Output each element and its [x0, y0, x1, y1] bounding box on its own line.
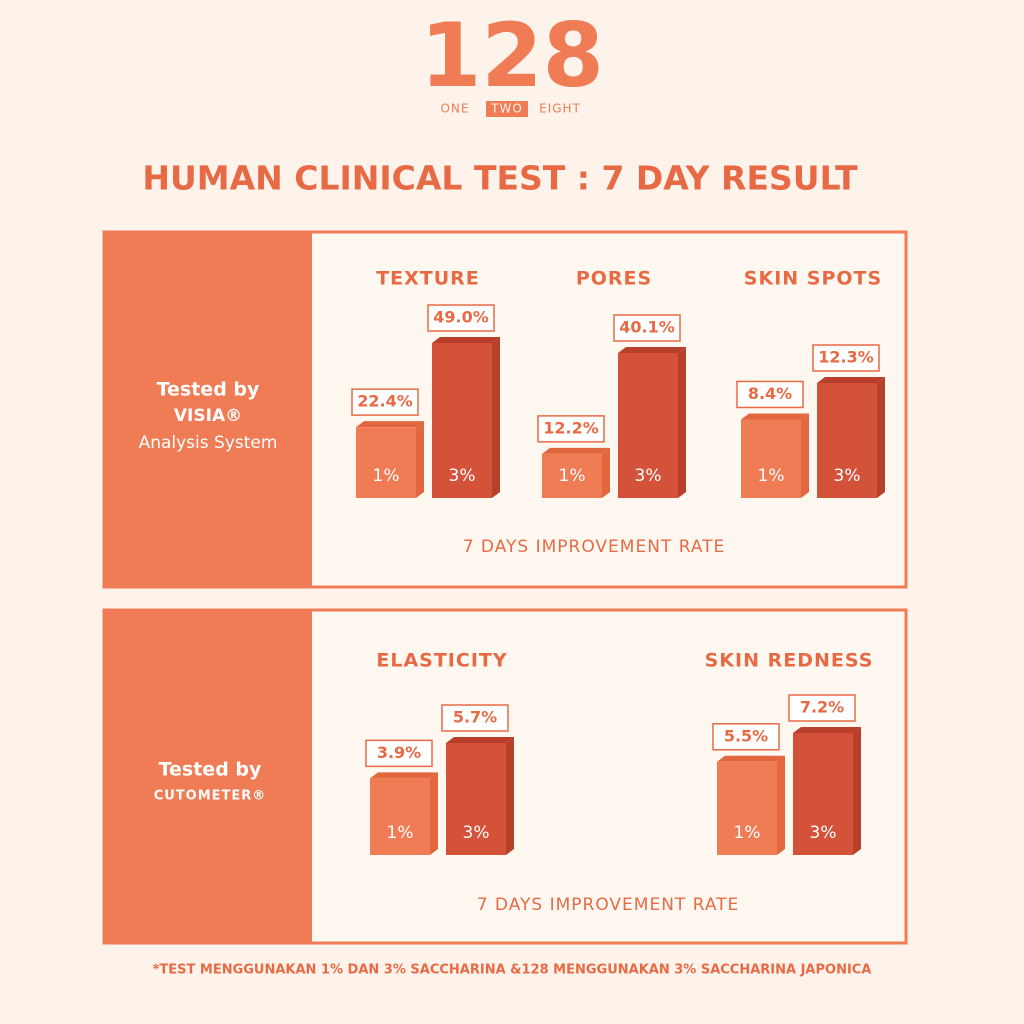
bar-side: [416, 421, 424, 498]
bar-side: [777, 755, 785, 855]
value-label: 40.1%: [619, 318, 675, 337]
bar-top: [618, 347, 686, 353]
value-label: 12.2%: [543, 418, 599, 437]
value-label: 49.0%: [433, 308, 489, 327]
bar-top: [741, 413, 809, 420]
footnote: *TEST MENGGUNAKAN 1% DAN 3% SACCHARINA &…: [153, 963, 872, 978]
logo-word: EIGHT: [539, 102, 581, 116]
bar-side: [678, 347, 686, 498]
bar: [741, 419, 801, 498]
panel-side: [104, 610, 312, 943]
logo-box: [486, 101, 528, 117]
bar-top: [446, 737, 514, 743]
logo-word: TWO: [490, 102, 523, 116]
bar-top: [432, 337, 500, 343]
logo-mark: 128: [420, 4, 604, 107]
bar-side: [877, 377, 885, 498]
value-label-box: [365, 739, 433, 768]
bar-side: [602, 447, 610, 498]
value-label-box: [736, 380, 804, 409]
bar-category: 1%: [373, 466, 400, 486]
bar: [793, 733, 853, 855]
value-label: 7.2%: [800, 698, 844, 717]
bar: [817, 383, 877, 498]
chart-title: TEXTURE: [376, 268, 480, 290]
logo-word: ONE: [440, 102, 469, 116]
bar-side: [492, 337, 500, 498]
panel-caption: 7 DAYS IMPROVEMENT RATE: [463, 537, 726, 557]
page-title: HUMAN CLINICAL TEST : 7 DAY RESULT: [142, 159, 858, 198]
panel-label: CUTOMETER®: [154, 789, 267, 804]
bar-top: [817, 377, 885, 383]
value-label-box: [351, 388, 419, 416]
bar: [717, 761, 777, 855]
value-label-box: [427, 304, 495, 332]
bar-category: 3%: [834, 466, 861, 486]
value-label: 5.7%: [453, 708, 497, 727]
value-label-box: [441, 704, 509, 732]
bar-category: 1%: [559, 466, 586, 486]
value-label-box: [712, 723, 780, 751]
bar-category: 3%: [463, 823, 490, 843]
chart-title: SKIN SPOTS: [744, 268, 882, 290]
panel-label: Analysis System: [139, 433, 278, 453]
bar-category: 3%: [449, 466, 476, 486]
value-label-box: [812, 344, 880, 372]
bar-side: [506, 737, 514, 855]
bar-category: 1%: [387, 823, 414, 843]
chart-title: PORES: [576, 268, 652, 290]
bar: [370, 778, 430, 855]
chart-title: ELASTICITY: [376, 650, 507, 672]
value-label: 12.3%: [818, 348, 874, 367]
value-label: 8.4%: [748, 384, 792, 403]
bar: [356, 427, 416, 498]
bar-side: [801, 413, 809, 498]
bar-category: 3%: [810, 823, 837, 843]
panel-label: VISIA®: [174, 406, 242, 426]
bar-side: [853, 727, 861, 855]
value-label-box: [613, 314, 681, 342]
bar-top: [542, 447, 610, 454]
bar-category: 1%: [758, 466, 785, 486]
bar: [542, 453, 602, 498]
panel-label: Tested by: [157, 379, 260, 401]
value-label: 5.5%: [724, 726, 768, 745]
bar: [618, 353, 678, 498]
panel-caption: 7 DAYS IMPROVEMENT RATE: [477, 895, 740, 915]
bar-top: [793, 727, 861, 733]
value-label: 3.9%: [377, 743, 421, 762]
bar-top: [717, 755, 785, 762]
bar: [432, 343, 492, 498]
bar-side: [430, 772, 438, 855]
value-label-box: [788, 694, 856, 722]
bar-top: [370, 772, 438, 779]
bar-top: [356, 421, 424, 428]
chart-title: SKIN REDNESS: [705, 650, 874, 672]
value-label: 22.4%: [357, 392, 413, 411]
value-label-box: [537, 415, 605, 443]
bar-category: 3%: [635, 466, 662, 486]
panel-side: [104, 232, 312, 587]
panel-label: Tested by: [159, 759, 262, 781]
bar: [446, 743, 506, 855]
bar-category: 1%: [734, 823, 761, 843]
